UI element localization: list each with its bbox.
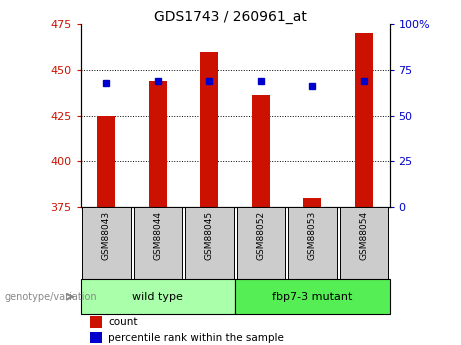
Bar <box>288 207 337 279</box>
Text: GSM88044: GSM88044 <box>154 210 162 260</box>
Bar <box>340 207 388 279</box>
Bar <box>303 198 321 207</box>
Bar <box>134 207 182 279</box>
Text: genotype/variation: genotype/variation <box>5 292 97 302</box>
Bar <box>236 207 285 279</box>
Bar <box>82 207 130 279</box>
Bar <box>97 116 115 207</box>
Text: wild type: wild type <box>132 292 183 302</box>
Text: fbp7-3 mutant: fbp7-3 mutant <box>272 292 353 302</box>
Bar <box>185 207 234 279</box>
Text: GSM88043: GSM88043 <box>102 210 111 260</box>
Text: count: count <box>108 317 138 327</box>
Bar <box>235 279 390 314</box>
Bar <box>90 332 102 344</box>
Text: percentile rank within the sample: percentile rank within the sample <box>108 333 284 343</box>
Text: GDS1743 / 260961_at: GDS1743 / 260961_at <box>154 10 307 24</box>
Bar <box>355 33 373 207</box>
Bar <box>149 81 167 207</box>
Text: GSM88053: GSM88053 <box>308 210 317 260</box>
Text: GSM88045: GSM88045 <box>205 210 214 260</box>
Text: GSM88054: GSM88054 <box>359 210 368 260</box>
Bar <box>201 51 219 207</box>
Text: GSM88052: GSM88052 <box>256 210 266 260</box>
Bar <box>81 279 235 314</box>
Bar <box>252 96 270 207</box>
Bar <box>90 316 102 328</box>
